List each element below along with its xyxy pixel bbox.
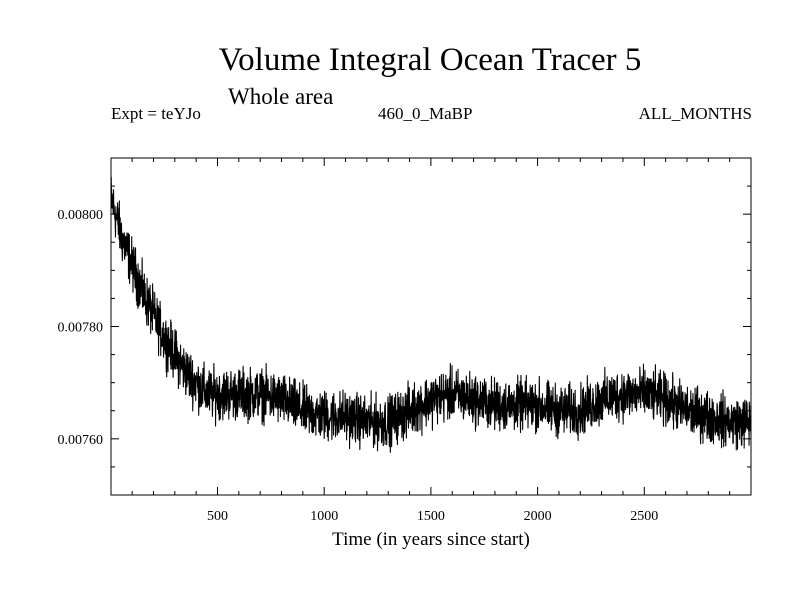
y-tick-label: 0.00800 xyxy=(58,208,104,223)
y-tick-label: 0.00760 xyxy=(58,433,104,448)
x-axis-label: Time (in years since start) xyxy=(332,529,530,550)
tick-labels: 500 1000 1500 2000 2500 0.00760 0.00780 0.00800 xyxy=(58,208,659,524)
x-tick-label: 2000 xyxy=(524,509,552,524)
chart-subtitle: Whole area xyxy=(228,84,334,109)
data-series xyxy=(110,176,752,453)
y-tick-label: 0.00780 xyxy=(58,321,104,336)
x-tick-label: 2500 xyxy=(630,509,658,524)
series-line xyxy=(110,176,752,453)
x-tick-label: 1000 xyxy=(310,509,338,524)
x-tick-label: 500 xyxy=(207,509,228,524)
chart-title: Volume Integral Ocean Tracer 5 xyxy=(218,42,642,78)
period-label: 460_0_MaBP xyxy=(378,104,473,123)
plot-frame xyxy=(110,157,752,496)
experiment-label: Expt = teYJo xyxy=(111,104,201,123)
x-tick-label: 1500 xyxy=(417,509,445,524)
axis-ticks xyxy=(111,157,751,496)
months-label: ALL_MONTHS xyxy=(638,104,752,123)
